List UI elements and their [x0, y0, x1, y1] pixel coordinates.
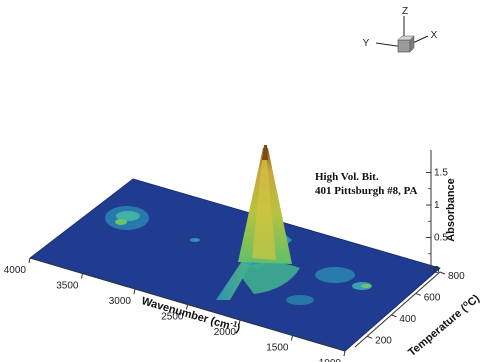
y-tick-2-label: 600 — [424, 292, 441, 303]
y-tick-1-mark — [391, 314, 397, 318]
y-tick-2-mark — [415, 292, 421, 296]
x-tick-2-mark — [133, 288, 136, 295]
x-tick-0-mark — [28, 257, 31, 264]
y-tick-0-mark — [366, 335, 373, 339]
x-tick-0-label: 4000 — [4, 265, 27, 276]
z-tick-3-label: 1.5 — [434, 168, 448, 179]
z-tick-2-label: 1 — [434, 200, 440, 211]
x-tick-2-label: 3000 — [109, 296, 132, 307]
x-tick-4-label: 2000 — [214, 327, 237, 338]
y-tick-3-mark — [439, 271, 446, 275]
z-axis-label: Absorbance — [445, 178, 457, 242]
triad-z-label: Z — [402, 6, 408, 17]
annotation-line-2: 401 Pittsburgh #8, PA — [315, 185, 418, 197]
x-tick-3-label: 2500 — [161, 312, 184, 323]
axis-triad: Z X Y — [363, 6, 438, 53]
z-axis: 0 0.5 1 1.5 Absorbance — [426, 150, 457, 276]
y-axis-label: Temperature (oC) — [405, 291, 482, 359]
z-tick-1-label: 0.5 — [434, 233, 448, 244]
annotation-line-1: High Vol. Bit. — [315, 171, 379, 183]
x-tick-6-label: 1000 — [319, 358, 342, 362]
x-tick-5-label: 1500 — [266, 343, 289, 354]
x-tick-4-mark — [238, 319, 241, 326]
triad-y-label: Y — [363, 38, 370, 49]
x-tick-1-mark — [81, 273, 83, 279]
y-tick-1-label: 400 — [399, 314, 416, 325]
x-tick-6-mark — [343, 350, 346, 357]
y-tick-0-label: 200 — [375, 335, 392, 346]
x-tick-5-mark — [291, 335, 293, 341]
z-tick-0-label: 0 — [434, 265, 440, 276]
y-tick-3-label: 800 — [448, 271, 465, 282]
x-tick-3-mark — [186, 304, 188, 310]
peak-feature — [238, 145, 292, 264]
triad-x-label: X — [431, 30, 438, 41]
x-tick-1-label: 3500 — [56, 281, 79, 292]
